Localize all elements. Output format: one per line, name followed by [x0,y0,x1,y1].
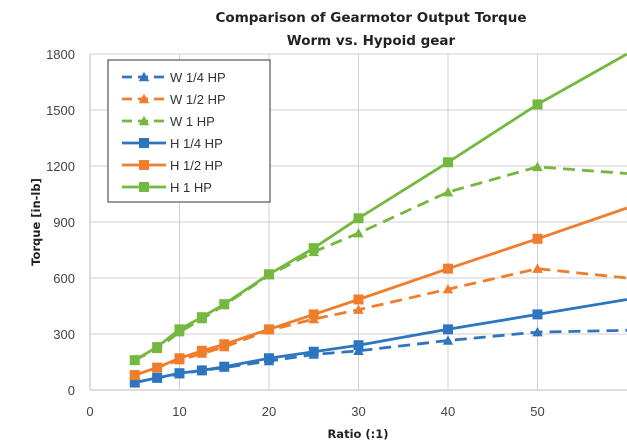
data-point-square [308,309,319,320]
series-h-1-2-hp [129,206,627,381]
data-point-square [196,312,207,323]
x-tick-label: 30 [351,404,365,419]
series-group [129,52,627,388]
series-line [134,267,627,377]
legend-entry: W 1/2 HP [122,92,226,107]
data-point-square [219,339,230,350]
series-line [134,206,627,377]
data-point-square [532,309,543,320]
data-point-square [443,263,453,274]
legend-entry: H 1/4 HP [122,136,223,151]
legend-entry: H 1 HP [122,180,212,195]
y-tick-label: 900 [53,215,75,230]
data-point-square [219,299,230,310]
data-point-square [308,346,319,357]
data-point-square [353,213,364,224]
data-point-square [174,368,185,379]
legend-label: W 1/2 HP [170,92,226,107]
data-point-triangle [442,283,454,294]
data-point-square [532,99,543,110]
data-point-square [353,294,364,305]
data-point-square [219,361,230,372]
data-point-square [443,157,453,168]
series-h-1-4-hp [129,298,627,388]
legend-label: H 1 HP [170,180,212,195]
y-axis-ticks: 0 300 600 900 1200 1500 1800 [46,47,75,398]
data-point-square [264,324,274,335]
data-point-square [196,345,207,356]
data-point-square [129,370,140,381]
data-point-triangle [532,326,543,337]
y-tick-label: 1800 [46,47,75,62]
chart-title: Comparison of Gearmotor Output Torque [216,10,527,26]
x-axis-ticks: 0 10 20 30 40 50 [86,404,544,419]
data-point-triangle [138,115,150,126]
data-point-triangle [138,93,150,104]
data-point-square [129,377,140,388]
legend-label: W 1 HP [170,114,215,129]
legend-box [107,59,271,203]
data-point-square [139,182,149,192]
data-point-square [532,233,543,244]
data-point-triangle [532,263,543,273]
data-point-triangle [353,227,364,238]
data-point-square [308,243,319,254]
legend-entry: H 1/2 HP [122,158,223,173]
series-line [134,328,627,384]
chart-subtitle: Worm vs. Hypoid gear [287,33,456,49]
y-axis-label: Torque [in-lb] [29,178,43,266]
x-axis-label: Ratio (:1) [327,427,388,441]
x-tick-label: 40 [441,404,455,419]
data-point-square [139,160,149,170]
legend-label: W 1/4 HP [170,70,226,85]
data-point-square [174,353,185,364]
y-tick-label: 1500 [46,103,75,118]
data-point-square [196,365,207,376]
data-point-triangle [353,304,364,314]
y-tick-label: 600 [53,271,75,286]
y-tick-label: 0 [68,383,75,398]
legend-label: H 1/2 HP [170,158,223,173]
data-point-triangle [353,345,364,355]
data-point-square [264,353,274,364]
data-point-triangle [442,186,454,197]
x-tick-label: 0 [86,404,93,419]
data-point-square [443,324,453,335]
data-point-square [139,138,149,148]
legend-label: H 1/4 HP [170,136,223,151]
data-point-square [152,372,163,383]
x-tick-label: 10 [172,404,186,419]
x-tick-label: 20 [262,404,276,419]
data-point-square [264,269,274,280]
data-point-triangle [442,335,454,345]
data-point-square [152,362,163,373]
data-point-square [174,324,185,335]
legend: W 1/4 HP W 1/2 HP W 1 HP H 1/4 HP H 1/2 HP H … [107,59,271,203]
x-tick-label: 50 [530,404,544,419]
legend-entry: W 1 HP [122,114,215,129]
data-point-square [152,342,163,353]
data-point-square [129,355,140,366]
data-point-square [353,340,364,351]
y-tick-label: 300 [53,327,75,342]
data-point-triangle [138,71,150,82]
series-h-1-hp [129,52,627,366]
legend-entry: W 1/4 HP [122,70,226,85]
y-tick-label: 1200 [46,159,75,174]
data-point-triangle [532,161,543,172]
